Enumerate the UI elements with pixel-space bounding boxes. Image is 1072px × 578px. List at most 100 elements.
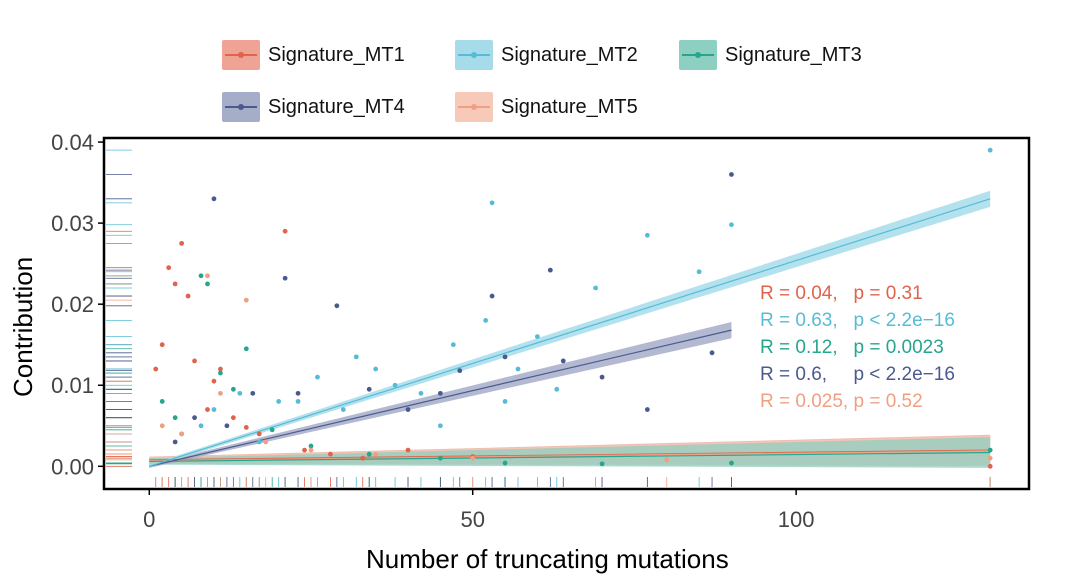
y-tick-label: 0.01 — [51, 373, 94, 398]
legend-item: Signature_MT4 — [222, 92, 405, 122]
point — [237, 390, 243, 396]
data-points — [153, 147, 993, 469]
legend-swatch — [455, 40, 493, 70]
point — [250, 390, 256, 396]
legend-label: Signature_MT3 — [725, 43, 862, 66]
point — [502, 399, 508, 404]
legend-label: Signature_MT5 — [501, 95, 638, 118]
x-tick-label: 100 — [778, 507, 815, 532]
point — [224, 423, 230, 429]
point — [269, 427, 275, 433]
point — [729, 172, 734, 177]
point — [153, 366, 159, 372]
point — [315, 374, 320, 380]
legend-item: Signature_MT5 — [455, 92, 638, 122]
legend-item: Signature_MT2 — [455, 40, 638, 70]
y-tick-label: 0.02 — [51, 292, 94, 317]
point — [179, 240, 185, 246]
point — [282, 275, 288, 281]
point — [599, 461, 605, 467]
point — [515, 366, 521, 372]
legend-swatch — [679, 40, 717, 70]
point — [560, 358, 566, 364]
regression-lines — [149, 198, 991, 467]
band-Signature_MT2 — [149, 190, 991, 468]
legend-swatch — [222, 92, 260, 122]
point — [198, 423, 204, 429]
point — [373, 366, 379, 372]
point — [502, 354, 508, 360]
point — [198, 273, 204, 279]
point — [192, 415, 197, 421]
point — [340, 407, 346, 412]
point — [366, 386, 372, 392]
point — [263, 439, 269, 445]
point — [534, 334, 540, 340]
point — [353, 354, 359, 360]
point — [159, 423, 165, 429]
point — [547, 267, 553, 273]
point — [554, 386, 560, 392]
point — [166, 265, 172, 271]
point — [218, 390, 223, 396]
point — [437, 423, 443, 429]
point — [987, 147, 993, 153]
fit-line-Signature_MT4 — [149, 329, 732, 467]
point — [256, 431, 262, 437]
fit-line-Signature_MT5 — [149, 450, 991, 462]
point — [644, 407, 650, 412]
point — [185, 293, 191, 299]
point — [205, 407, 210, 412]
stat-annotation: R = 0.6, p < 2.2e−16 — [760, 364, 955, 385]
band-Signature_MT3 — [149, 437, 991, 468]
y-tick-label: 0.00 — [51, 454, 94, 479]
point — [987, 455, 993, 461]
point — [405, 447, 411, 453]
point — [230, 386, 236, 392]
point — [308, 447, 314, 453]
point — [243, 346, 249, 352]
point — [489, 200, 495, 206]
point — [373, 451, 379, 457]
point — [282, 228, 288, 234]
point — [172, 439, 178, 445]
point — [218, 370, 223, 376]
point — [987, 447, 993, 453]
point — [211, 407, 217, 412]
legend-swatch — [455, 92, 493, 122]
point — [392, 382, 398, 388]
stat-annotation: R = 0.12, p = 0.0023 — [760, 337, 944, 358]
point — [437, 455, 443, 461]
point — [243, 424, 249, 430]
legend-item: Signature_MT3 — [679, 40, 862, 70]
point — [360, 455, 366, 461]
point — [470, 455, 476, 461]
point — [418, 390, 424, 396]
point — [295, 390, 301, 396]
point — [489, 293, 495, 299]
point — [502, 460, 508, 466]
point — [366, 451, 372, 457]
fit-line-Signature_MT1 — [149, 449, 991, 461]
point — [457, 368, 463, 374]
rug-marks — [106, 149, 991, 487]
x-tick-label: 0 — [143, 507, 155, 532]
point — [334, 303, 340, 309]
point — [593, 285, 599, 291]
point — [644, 232, 650, 238]
point — [302, 447, 307, 453]
point — [308, 443, 314, 449]
point — [295, 399, 301, 404]
x-tick-label: 50 — [460, 507, 484, 532]
stat-annotation: R = 0.04, p = 0.31 — [760, 283, 923, 304]
point — [179, 431, 185, 437]
fit-line-Signature_MT2 — [149, 198, 991, 467]
point — [159, 342, 165, 348]
point — [437, 390, 443, 396]
point — [696, 269, 702, 275]
point — [276, 399, 282, 404]
legend-label: Signature_MT4 — [268, 95, 405, 118]
point — [729, 222, 734, 228]
point — [664, 457, 670, 463]
